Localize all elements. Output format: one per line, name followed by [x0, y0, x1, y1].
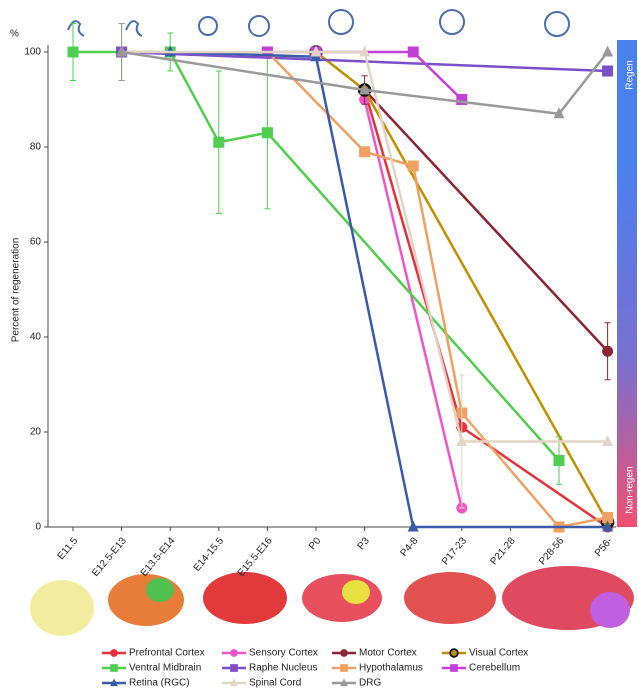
- marker: [340, 664, 348, 672]
- marker: [408, 47, 419, 58]
- marker: [340, 649, 348, 657]
- marker: [602, 46, 613, 57]
- stage-icons: [68, 10, 569, 36]
- x-tick-label: E15.5-E16: [236, 535, 275, 579]
- legend-label: Sensory Cortex: [249, 648, 318, 659]
- series: [68, 24, 565, 485]
- marker: [230, 649, 238, 657]
- y-unit: %: [10, 29, 19, 40]
- marker: [602, 346, 613, 357]
- y-tick-label: 100: [24, 47, 41, 58]
- series-line: [170, 52, 607, 527]
- marker: [359, 146, 370, 157]
- series: [359, 94, 467, 514]
- marker: [450, 664, 458, 672]
- legend-label: Visual Cortex: [469, 648, 528, 659]
- legend-label: Motor Cortex: [359, 648, 417, 659]
- marker: [68, 47, 79, 58]
- marker: [602, 66, 613, 77]
- marker: [408, 161, 419, 172]
- legend-label: Retina (RGC): [129, 678, 190, 689]
- series-line: [73, 52, 559, 461]
- chart: % Percent of regeneration Regen Non-rege…: [0, 0, 639, 692]
- legend-label: Spinal Cord: [249, 678, 301, 689]
- series: [359, 76, 613, 380]
- legend-label: Hypothalamus: [359, 663, 423, 674]
- x-tick-label: P56-: [593, 536, 615, 559]
- x-tick-label: P0: [307, 535, 324, 552]
- x-tick-label: P28-56: [537, 535, 566, 567]
- x-tick-label: P4-8: [399, 535, 421, 559]
- regen-label: Regen: [625, 60, 636, 89]
- marker: [262, 127, 273, 138]
- legend-label: Prefrontal Cortex: [129, 648, 205, 659]
- x-tick-label: E11.5: [56, 535, 81, 562]
- regen-bar: [617, 40, 637, 160]
- marker: [110, 664, 118, 672]
- y-tick-label: 80: [30, 142, 42, 153]
- legend-label: DRG: [359, 678, 381, 689]
- brain-images: [30, 566, 634, 636]
- x-tick-label: P3: [356, 535, 373, 552]
- legend-label: Raphe Nucleus: [249, 663, 317, 674]
- nonregen-label: Non-regen: [625, 466, 636, 513]
- y-tick-label: 60: [30, 237, 42, 248]
- y-axis-label: Percent of regeneration: [11, 238, 22, 343]
- x-tick-label: E13.5-E14: [139, 535, 178, 579]
- x-tick-label: E14-15.5: [192, 535, 227, 573]
- y-tick-label: 20: [30, 427, 42, 438]
- marker: [230, 664, 238, 672]
- y-tick-label: 0: [35, 522, 41, 533]
- series: [165, 46, 613, 532]
- legend-label: Ventral Midbrain: [129, 663, 201, 674]
- legend-label: Cerebellum: [469, 663, 520, 674]
- x-tick-label: P17-23: [440, 535, 469, 567]
- x-tick-label: E12.5-E13: [90, 535, 129, 579]
- x-tick-label: P21-28: [489, 535, 518, 567]
- legend: Prefrontal Cortex Sensory Cortex Motor Cor…: [102, 648, 528, 689]
- marker: [554, 455, 565, 466]
- y-tick-label: 40: [30, 332, 42, 343]
- marker: [110, 649, 118, 657]
- marker: [213, 137, 224, 148]
- marker: [450, 649, 458, 657]
